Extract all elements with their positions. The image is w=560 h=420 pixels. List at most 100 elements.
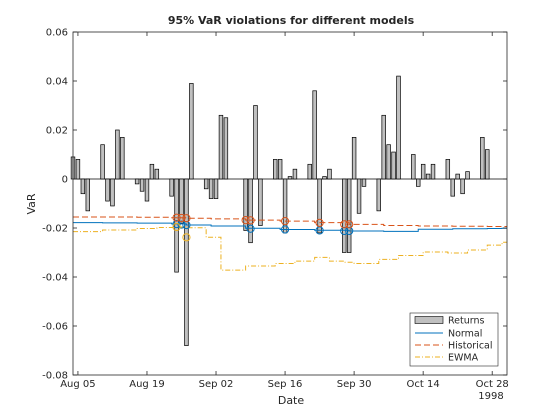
return-bar — [184, 178, 189, 346]
y-tick-label: 0 — [62, 175, 68, 186]
y-tick-label: -0.04 — [42, 273, 68, 284]
return-bar — [149, 163, 155, 180]
violation-marker-normal — [172, 219, 181, 229]
violation-markers — [172, 213, 354, 242]
violation-marker-ewma — [172, 222, 181, 232]
violation-marker-historical — [340, 220, 349, 229]
violation-marker-historical — [177, 213, 186, 223]
x-tick-label: Sep 16 — [268, 379, 303, 390]
return-bar — [243, 178, 248, 231]
legend-label-returns: Returns — [448, 316, 485, 327]
return-bar — [460, 178, 465, 195]
return-bar — [322, 176, 327, 180]
violation-marker-historical — [315, 218, 324, 227]
return-bar — [248, 178, 253, 244]
violation-marker-normal — [345, 226, 354, 236]
plot-frame — [72, 31, 508, 376]
return-bar — [292, 168, 298, 180]
x-tick-label: Sep 02 — [199, 379, 234, 390]
violation-marker-normal — [177, 220, 186, 229]
return-bar — [455, 173, 460, 180]
x-tick-label: Sep 30 — [337, 379, 372, 390]
return-bar — [430, 163, 436, 180]
return-bar — [203, 178, 209, 190]
y-tick-label: 0.06 — [46, 28, 68, 39]
violation-marker-historical — [241, 216, 250, 225]
return-bar — [391, 151, 396, 180]
return-bar — [450, 178, 455, 197]
return-bar — [110, 178, 115, 207]
return-bar — [465, 171, 470, 180]
return-bar — [154, 168, 160, 180]
return-bar — [351, 137, 357, 180]
legend: Returns Normal Historical EWMA — [409, 312, 499, 367]
return-bar — [396, 75, 401, 180]
return-bar — [425, 173, 431, 180]
return-bar — [208, 178, 214, 199]
return-bar — [218, 114, 224, 180]
violation-marker-normal — [280, 225, 290, 234]
return-bar — [139, 178, 145, 192]
violation-marker-normal — [340, 226, 349, 236]
return-bar — [287, 176, 293, 180]
return-bar — [273, 159, 278, 180]
return-bar — [120, 137, 125, 180]
return-bar — [381, 114, 386, 180]
return-bar — [80, 178, 86, 195]
return-bar — [169, 178, 174, 197]
return-bar — [327, 168, 332, 180]
return-bar — [100, 144, 105, 180]
return-bar — [342, 178, 347, 253]
returns-bars — [70, 75, 507, 346]
return-bar — [213, 178, 219, 199]
x-axis-label: Date — [278, 394, 305, 407]
y-tick-label: 0.04 — [46, 77, 68, 88]
violation-marker-historical — [280, 217, 290, 226]
return-bar — [75, 159, 81, 180]
x-axis: Aug 05 Aug 19 Sep 02 Sep 16 Sep 30 Oct 14 Oct … — [60, 32, 509, 390]
return-bar — [144, 178, 150, 202]
return-bar — [376, 178, 381, 212]
return-bar — [115, 129, 120, 180]
y-tick-label: -0.06 — [42, 322, 68, 333]
legend-label-ewma: EWMA — [448, 353, 479, 364]
return-bar — [253, 105, 258, 180]
return-bar — [485, 149, 490, 180]
return-bar — [277, 159, 283, 180]
return-bar — [356, 178, 362, 214]
violation-marker-ewma — [182, 233, 191, 242]
violation-marker-historical — [172, 213, 181, 222]
return-bar — [346, 178, 352, 253]
x-tick-label: Oct 14 — [407, 379, 440, 390]
violation-marker-historical — [182, 214, 191, 223]
x-axis-year-label: 1998 — [478, 391, 503, 402]
return-bar — [416, 178, 421, 187]
return-bar — [420, 163, 426, 180]
return-bar — [85, 178, 90, 212]
chart-title: 95% VaR violations for different models — [168, 14, 415, 27]
var-line-historical — [73, 216, 507, 228]
y-tick-label: 0.02 — [46, 126, 68, 137]
violation-marker-historical — [345, 220, 354, 229]
x-tick-label: Aug 05 — [60, 379, 95, 390]
return-bar — [307, 163, 312, 180]
var-line-normal — [73, 222, 507, 232]
y-tick-label: -0.08 — [42, 371, 68, 382]
return-bar — [134, 178, 140, 185]
return-bar — [445, 159, 451, 180]
legend-swatch-returns — [414, 316, 444, 324]
return-bar — [223, 117, 229, 180]
return-bar — [386, 144, 391, 180]
legend-label-normal: Normal — [448, 329, 482, 340]
return-bar — [317, 178, 322, 234]
return-bar — [480, 137, 485, 180]
x-tick-label: Aug 19 — [129, 379, 164, 390]
return-bar — [361, 178, 367, 187]
legend-label-historical: Historical — [448, 341, 493, 352]
violation-marker-normal — [246, 224, 255, 233]
return-bar — [105, 178, 110, 202]
return-bar — [258, 178, 263, 226]
violation-marker-historical — [246, 216, 255, 225]
y-axis-label: VaR — [25, 193, 38, 214]
